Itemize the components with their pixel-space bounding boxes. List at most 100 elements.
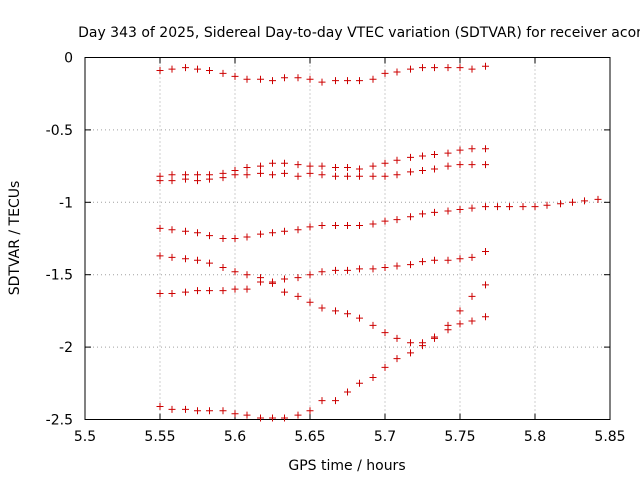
data-point <box>381 172 389 180</box>
y-tick-labels: 0 -0.5 -1 -1.5 -2 -2.5 <box>46 51 73 429</box>
series-s1 <box>156 62 489 86</box>
data-point <box>419 166 426 174</box>
data-point <box>257 278 264 286</box>
data-point <box>156 252 164 260</box>
data-point <box>168 226 176 234</box>
data-point <box>381 263 389 271</box>
data-point <box>219 407 227 415</box>
data-point <box>168 405 176 413</box>
data-point <box>557 200 564 208</box>
data-point <box>219 69 227 77</box>
data-point <box>243 233 251 241</box>
data-point <box>294 411 302 419</box>
data-point <box>393 262 401 270</box>
data-point <box>344 266 351 274</box>
data-point <box>182 405 189 413</box>
data-point <box>306 298 314 306</box>
data-point <box>269 171 276 179</box>
axis-ticks <box>84 57 611 420</box>
data-point <box>257 230 264 238</box>
data-point <box>231 285 239 293</box>
data-point <box>206 259 213 267</box>
data-point <box>543 201 551 209</box>
data-point <box>407 349 414 357</box>
data-point <box>482 203 489 211</box>
data-point <box>318 221 326 229</box>
data-point <box>356 77 363 85</box>
data-point <box>419 64 426 72</box>
data-point <box>318 397 326 405</box>
data-point <box>318 304 326 312</box>
data-point <box>393 68 401 76</box>
data-point <box>182 255 189 263</box>
y-tick-label: -2 <box>59 340 73 356</box>
data-point <box>194 229 201 237</box>
series-s6 <box>156 278 489 347</box>
y-tick-label: -2.5 <box>46 413 73 429</box>
x-axis-title: GPS time / hours <box>288 458 405 474</box>
data-point <box>281 275 288 283</box>
data-point <box>231 72 239 80</box>
data-point <box>219 174 227 182</box>
data-point <box>594 195 602 203</box>
data-point <box>206 287 213 295</box>
data-point <box>431 64 438 72</box>
y-axis-title: SDTVAR / TECUs <box>7 181 23 296</box>
data-point <box>519 203 527 211</box>
data-point <box>194 65 201 73</box>
data-point <box>419 258 426 266</box>
data-point <box>468 317 476 325</box>
data-point <box>369 374 377 382</box>
data-point <box>407 65 414 73</box>
data-point <box>344 172 351 180</box>
data-point <box>257 162 264 170</box>
data-point <box>482 145 489 153</box>
data-point <box>456 146 464 154</box>
data-point <box>294 226 302 234</box>
data-point <box>194 177 201 185</box>
y-tick-label: -1.5 <box>46 268 73 284</box>
x-tick-labels: 5.5 5.55 5.6 5.65 5.7 5.75 5.8 5.85 <box>74 429 626 445</box>
data-point <box>494 203 501 211</box>
data-point <box>456 64 464 72</box>
data-point <box>257 414 264 422</box>
data-point <box>369 162 377 170</box>
data-point <box>168 253 176 261</box>
data-point <box>243 75 251 83</box>
data-point <box>356 314 363 322</box>
data-point <box>431 208 438 216</box>
data-point <box>269 279 276 287</box>
data-point <box>194 287 201 295</box>
data-point <box>369 75 377 83</box>
data-point <box>407 168 414 176</box>
data-point <box>444 64 452 72</box>
data-point <box>419 152 426 160</box>
data-point <box>456 206 464 214</box>
data-point <box>431 165 438 173</box>
data-point <box>243 171 251 179</box>
series-s2 <box>156 145 489 180</box>
data-point <box>318 171 326 179</box>
data-point <box>269 77 276 85</box>
data-point <box>381 217 389 225</box>
data-point <box>444 321 452 329</box>
data-point <box>393 355 401 363</box>
data-point <box>407 153 414 161</box>
data-point <box>482 62 489 70</box>
data-point <box>369 265 377 273</box>
data-point <box>356 165 363 173</box>
data-point <box>269 414 276 422</box>
data-point <box>269 229 276 237</box>
y-tick-label: -0.5 <box>46 123 73 139</box>
data-point <box>332 266 339 274</box>
data-point <box>482 313 489 321</box>
data-point <box>332 172 339 180</box>
data-point <box>407 213 414 221</box>
data-point <box>482 161 489 169</box>
data-point <box>294 161 302 169</box>
data-point <box>332 77 339 85</box>
data-point <box>257 169 264 177</box>
data-point <box>194 256 201 264</box>
data-point <box>306 271 314 279</box>
